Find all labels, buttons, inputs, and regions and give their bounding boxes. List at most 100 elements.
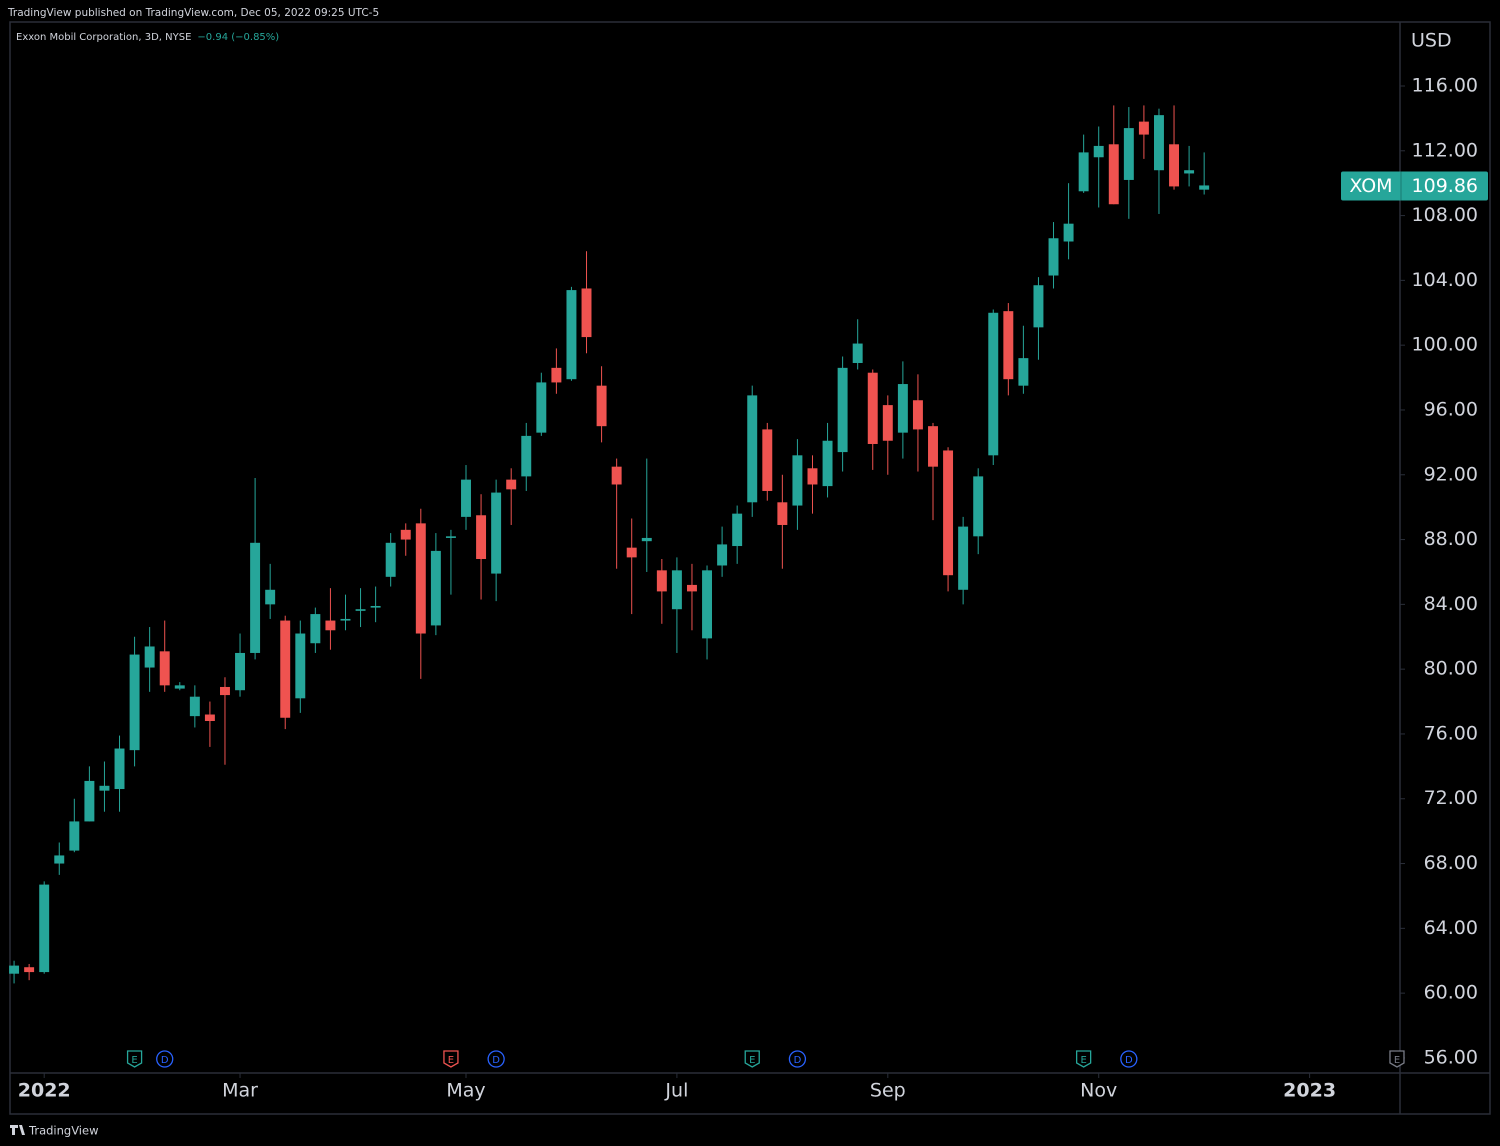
currency: USD <box>1411 30 1452 52</box>
price-tag <box>1341 171 1488 201</box>
candle-body <box>491 492 502 574</box>
candle-body <box>69 821 80 851</box>
candle-body <box>325 620 336 631</box>
event-badge <box>1389 1050 1405 1068</box>
event-label: E <box>448 1055 454 1066</box>
footer-text: TradingView <box>28 1124 98 1138</box>
candle-body <box>1169 144 1180 187</box>
candle-body <box>189 696 200 717</box>
candle-body <box>912 400 923 430</box>
y-tick-label: 112.00 <box>1412 139 1478 161</box>
price-tag-value: 109.86 <box>1412 175 1478 197</box>
y-tick-label: 60.00 <box>1424 982 1478 1004</box>
candle-body <box>1018 358 1029 386</box>
candle-body <box>84 780 95 822</box>
candle-body <box>1123 128 1134 180</box>
candle-body <box>1048 238 1059 276</box>
candle-body <box>807 468 818 485</box>
candle-body <box>400 529 411 540</box>
x-tick-label: Nov <box>1080 1080 1117 1102</box>
event-label: E <box>1080 1055 1086 1066</box>
event-label: D <box>794 1055 802 1066</box>
candle-body <box>159 651 170 686</box>
x-tick-label: 2023 <box>1283 1080 1336 1102</box>
candle-body <box>686 584 697 592</box>
event-label: D <box>161 1055 169 1066</box>
event-label: E <box>131 1055 137 1066</box>
candle-body <box>867 372 878 444</box>
x-tick-label: 2022 <box>18 1080 71 1102</box>
candle-body <box>671 570 682 610</box>
event-badge <box>443 1050 459 1068</box>
change: −0.94 (−0.85%) <box>197 32 279 43</box>
candle-body <box>973 476 984 537</box>
candle-body <box>897 384 908 433</box>
event-badge <box>126 1050 143 1068</box>
candle-body <box>702 570 713 639</box>
candle-body <box>129 654 140 751</box>
candle-body <box>144 646 155 668</box>
candle-body <box>265 589 276 605</box>
candle-body <box>928 426 938 467</box>
candle-body <box>174 685 185 689</box>
candle-body <box>1153 115 1164 171</box>
candle-body <box>611 466 622 485</box>
candle-body <box>958 526 969 590</box>
event-badge <box>1076 1050 1092 1068</box>
event-badge <box>1120 1050 1138 1068</box>
y-tick-label: 76.00 <box>1424 722 1478 744</box>
candle-body <box>943 450 954 576</box>
candle-body <box>310 614 321 644</box>
x-tick-label: May <box>446 1080 485 1102</box>
y-tick-label: 72.00 <box>1424 787 1478 809</box>
header: TradingView published on TradingView.com… <box>7 7 379 19</box>
candle-body <box>54 855 65 864</box>
y-tick-label: 116.00 <box>1412 74 1478 96</box>
candle-body <box>1078 152 1089 192</box>
candle-body <box>461 479 471 517</box>
candle-body <box>717 544 728 566</box>
event-badge <box>788 1050 807 1068</box>
candle-body <box>1063 223 1074 242</box>
candle-body <box>1184 170 1195 174</box>
candle-body <box>235 652 246 691</box>
candle-body <box>777 502 788 525</box>
candle-body <box>747 395 758 503</box>
candle-body <box>250 542 261 653</box>
candle-body <box>988 312 999 456</box>
price-tag-symbol: XOM <box>1349 175 1392 197</box>
y-tick-label: 96.00 <box>1424 398 1478 420</box>
y-tick-label: 64.00 <box>1424 917 1478 939</box>
candle-body <box>415 523 426 634</box>
candle-body <box>219 686 230 696</box>
candle-body <box>521 435 532 477</box>
candle-body <box>656 570 667 592</box>
candle-body <box>506 479 517 490</box>
y-tick-label: 88.00 <box>1424 528 1478 550</box>
candle-body <box>566 290 577 380</box>
candle-body <box>792 455 803 506</box>
y-tick-label: 92.00 <box>1424 463 1478 485</box>
candle-body <box>204 714 215 721</box>
x-tick-label: Sep <box>870 1080 906 1102</box>
candle-body <box>370 605 381 608</box>
candle-body <box>340 618 351 621</box>
event-badge <box>487 1050 505 1068</box>
candle-body <box>1199 185 1210 190</box>
candle-body <box>1093 145 1104 158</box>
candle-body <box>114 748 125 790</box>
candle-body <box>355 609 366 611</box>
event-label: E <box>1394 1055 1400 1066</box>
candle-body <box>445 536 456 538</box>
candle-body <box>24 967 35 973</box>
candle-body <box>1108 144 1119 205</box>
candle-body <box>837 367 848 453</box>
legend: Exxon Mobil Corporation, 3D, NYSE <box>16 32 191 43</box>
candle-body <box>732 513 743 547</box>
x-tick-label: Jul <box>664 1080 688 1102</box>
candle-body <box>476 515 487 560</box>
y-tick-label: 68.00 <box>1424 852 1478 874</box>
candle-body <box>536 382 547 433</box>
event-badge <box>744 1050 760 1068</box>
